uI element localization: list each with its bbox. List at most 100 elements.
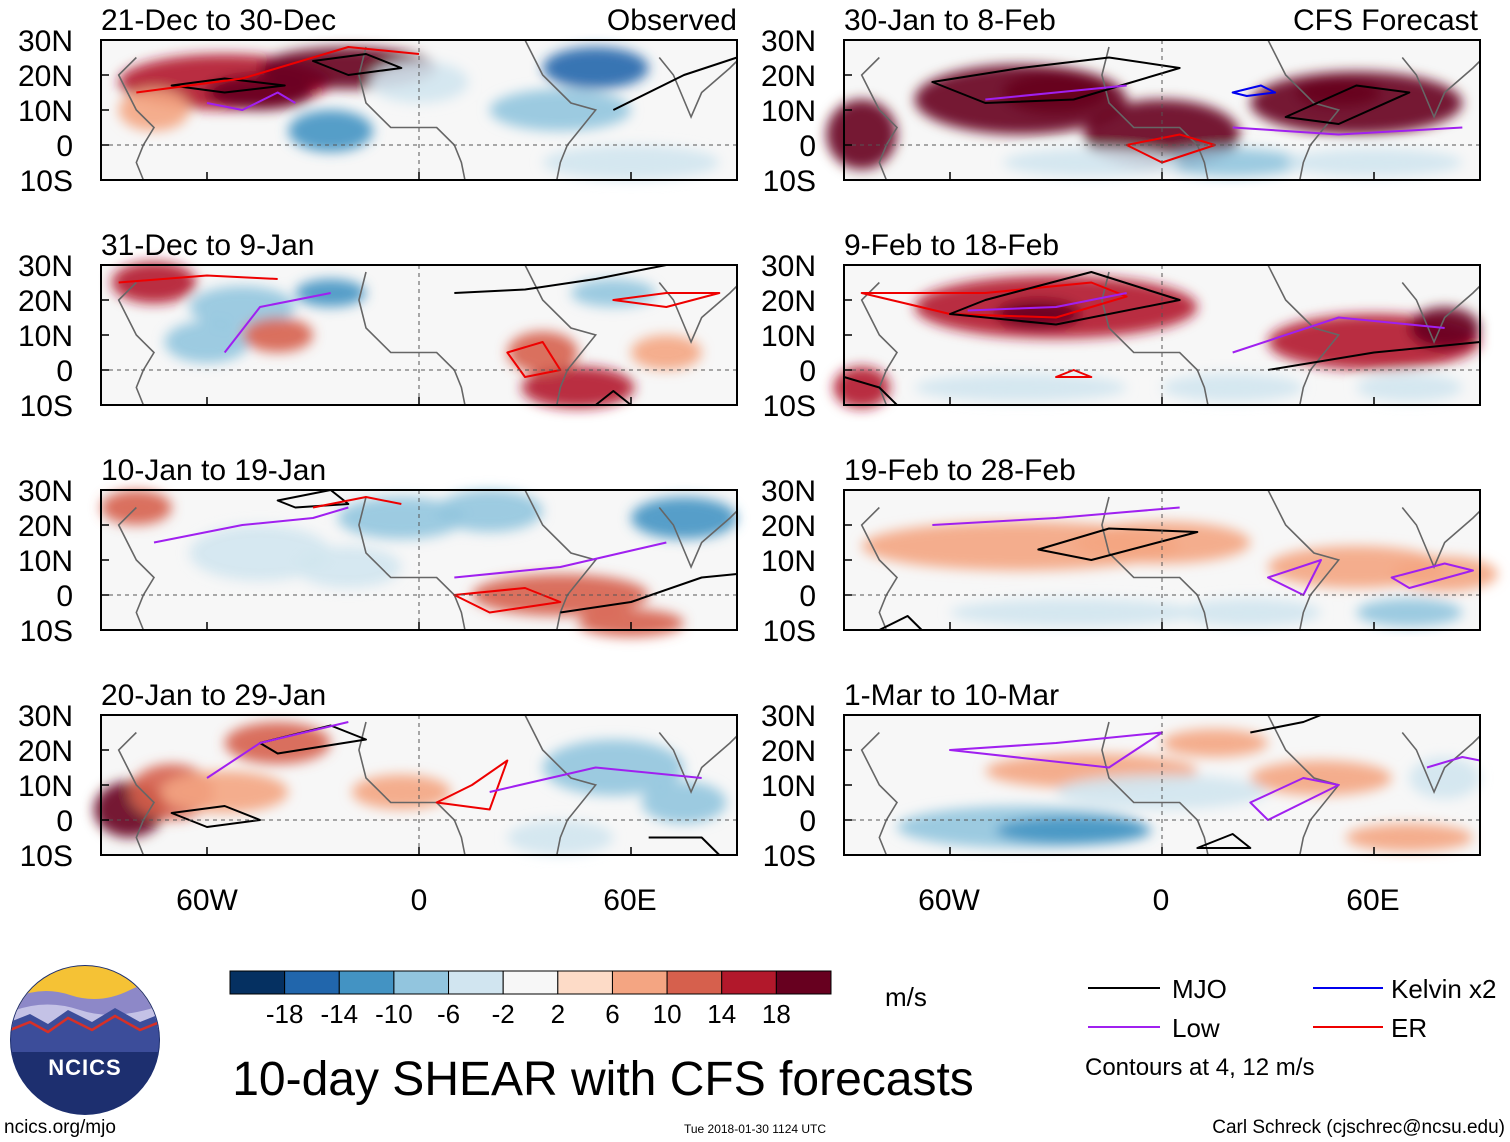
anomaly-cell — [436, 490, 543, 532]
coastline — [524, 39, 598, 181]
lon-tick-label: 60E — [1346, 884, 1399, 917]
lon-tick-label: 60W — [918, 884, 980, 917]
coastline — [358, 271, 466, 406]
lon-tick-label: 60W — [176, 884, 238, 917]
contour-low — [985, 84, 1127, 101]
anomaly-cell — [914, 373, 1127, 402]
anomaly-cell — [1356, 373, 1463, 402]
contour-low — [1426, 756, 1481, 769]
coastline — [860, 56, 899, 181]
lon-tick-label: 0 — [411, 884, 428, 917]
contour-low — [1249, 777, 1340, 821]
lat-tick-label: 10N — [761, 545, 816, 578]
contour-mjo — [1284, 84, 1411, 125]
anomaly-cell — [161, 771, 289, 813]
contour-low — [223, 292, 331, 354]
coastline — [1101, 46, 1209, 181]
contour-mjo — [949, 271, 1181, 326]
anomaly-cell — [641, 781, 727, 824]
anomaly-cell — [631, 335, 702, 370]
anomaly-cell — [1356, 598, 1463, 627]
coastline — [358, 46, 466, 181]
colorbar-level-label: 6 — [605, 999, 619, 1029]
contour-mjo — [612, 56, 738, 111]
lat-tick-label: 10S — [763, 165, 816, 198]
coastline — [1101, 271, 1209, 406]
lat-tick-label: 20N — [18, 510, 73, 543]
lat-tick-label: 10N — [18, 545, 73, 578]
coastline — [1101, 721, 1209, 856]
contour-mjo — [878, 615, 923, 631]
contour-mjo — [1267, 341, 1481, 371]
colorbar-level-label: -18 — [266, 999, 304, 1029]
panel-period-label: 21-Dec to 30-Dec — [101, 4, 336, 37]
anomaly-cell — [1162, 373, 1304, 402]
contour-mjo — [170, 77, 286, 94]
forecast-header: CFS Forecast — [1293, 4, 1479, 37]
lat-tick-label: 0 — [56, 580, 73, 613]
coastline — [524, 264, 598, 406]
footer-site: ncics.org/mjo — [4, 1117, 116, 1138]
lat-tick-label: 30N — [761, 700, 816, 733]
anomaly-cell — [351, 774, 451, 810]
lon-axis-left: 60W 0 60E — [176, 884, 657, 917]
contour-er — [118, 274, 278, 284]
coastline — [358, 496, 466, 631]
figure-title: 10-day SHEAR with CFS forecasts — [232, 1053, 974, 1106]
anomaly-field — [897, 729, 1480, 852]
panel-period-label: 9-Feb to 18-Feb — [844, 229, 1059, 262]
colorbar-swatch — [338, 970, 395, 995]
anomaly-cell — [995, 816, 1152, 845]
anomaly-cell — [207, 75, 313, 110]
coastline — [358, 721, 466, 856]
colorbar-level-label: 14 — [707, 999, 736, 1029]
contour-er — [136, 46, 420, 94]
anomaly-cell — [1391, 556, 1498, 592]
contour-mjo — [931, 56, 1181, 104]
coastline — [117, 56, 156, 181]
colorbar-swatch — [666, 970, 723, 995]
colorbar-level-label: -10 — [375, 999, 413, 1029]
anomaly-cell — [826, 99, 898, 170]
lat-tick-label: 20N — [18, 735, 73, 768]
lat-tick-label: 10S — [763, 840, 816, 873]
coastline — [1401, 281, 1481, 345]
coastline — [1401, 731, 1481, 795]
lat-tick-label: 10N — [18, 770, 73, 803]
lat-tick-label: 10S — [20, 615, 73, 648]
anomaly-cell — [164, 321, 250, 363]
lat-tick-label: 10N — [18, 95, 73, 128]
lat-tick-label: 20N — [761, 60, 816, 93]
colorbar-level-label: -6 — [437, 999, 460, 1029]
anomaly-cell — [1250, 760, 1392, 796]
colorbar-level-label: 10 — [653, 999, 682, 1029]
coastline — [860, 506, 899, 631]
logo-text: NCICS — [48, 1055, 121, 1080]
footer-credit: Carl Schreck (cjschrec@ncsu.edu) — [1212, 1117, 1505, 1138]
lat-tick-label: 30N — [18, 475, 73, 508]
footer-timestamp: Tue 2018-01-30 1124 UTC — [684, 1122, 826, 1136]
anomaly-cell — [1179, 598, 1322, 627]
panel-period-label: 30-Jan to 8-Feb — [844, 4, 1056, 37]
observed-header: Observed — [607, 4, 737, 37]
anomaly-cell — [1162, 729, 1268, 757]
coastline — [860, 731, 899, 856]
anomaly-cell — [224, 722, 331, 764]
legend-label-low: Low — [1172, 1013, 1220, 1043]
lat-tick-label: 0 — [56, 130, 73, 163]
lat-tick-label: 10S — [763, 615, 816, 648]
contour-mjo — [170, 805, 261, 828]
coastline — [658, 731, 738, 795]
anomaly-cell — [242, 317, 313, 353]
lat-tick-label: 10S — [20, 165, 73, 198]
contour-low — [206, 91, 296, 111]
contour-mjo — [648, 836, 721, 856]
lat-tick-label: 30N — [18, 700, 73, 733]
lat-tick-label: 20N — [18, 285, 73, 318]
legend-label-er: ER — [1391, 1013, 1427, 1043]
colorbar-swatch — [284, 970, 340, 995]
